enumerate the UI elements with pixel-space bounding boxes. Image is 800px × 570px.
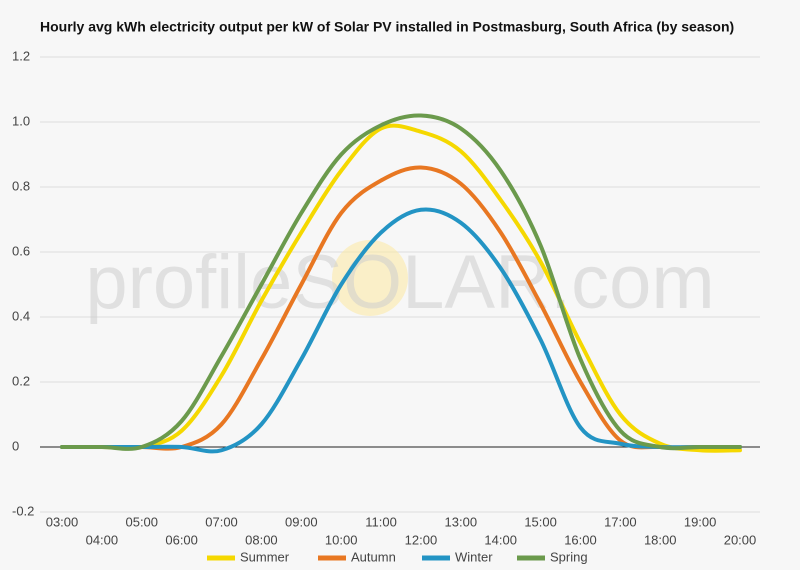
legend-label: Spring bbox=[550, 549, 588, 564]
watermark-sun bbox=[332, 240, 408, 316]
series-line bbox=[60, 113, 742, 451]
x-tick-label: 11:00 bbox=[365, 514, 397, 529]
x-tick-label: 17:00 bbox=[604, 514, 637, 529]
x-tick-label: 05:00 bbox=[125, 514, 158, 529]
y-tick-label: 0.6 bbox=[12, 243, 30, 258]
x-tick-label: 08:00 bbox=[245, 532, 278, 547]
x-tick-label: 19:00 bbox=[684, 514, 717, 529]
x-tick-label: 18:00 bbox=[644, 532, 677, 547]
x-tick-label: 12:00 bbox=[405, 532, 438, 547]
series-line bbox=[60, 123, 742, 453]
chart-title: Hourly avg kWh electricity output per kW… bbox=[40, 19, 734, 35]
x-tick-label: 20:00 bbox=[724, 532, 757, 547]
x-tick-label: 07:00 bbox=[205, 514, 238, 529]
x-tick-label: 09:00 bbox=[285, 514, 318, 529]
y-tick-label: 0.2 bbox=[12, 373, 30, 388]
y-tick-label: -0.2 bbox=[12, 503, 34, 518]
legend-label: Autumn bbox=[351, 549, 396, 564]
x-tick-label: 04:00 bbox=[86, 532, 119, 547]
x-tick-label: 10:00 bbox=[325, 532, 358, 547]
x-tick-label: 03:00 bbox=[46, 514, 79, 529]
legend-label: Summer bbox=[240, 549, 290, 564]
y-tick-label: 0 bbox=[12, 438, 19, 453]
watermark-text: profileSOLAR.com bbox=[85, 240, 714, 325]
x-tick-label: 06:00 bbox=[165, 532, 198, 547]
x-tick-label: 16:00 bbox=[564, 532, 597, 547]
x-tick-label: 15:00 bbox=[524, 514, 557, 529]
y-tick-label: 1.2 bbox=[12, 48, 30, 63]
y-tick-label: 0.4 bbox=[12, 308, 30, 323]
y-tick-label: 0.8 bbox=[12, 178, 30, 193]
series-line bbox=[60, 207, 742, 454]
x-tick-label: 13:00 bbox=[445, 514, 478, 529]
x-tick-label: 14:00 bbox=[484, 532, 517, 547]
watermark: profileSOLAR.com bbox=[85, 240, 715, 325]
y-tick-label: 1.0 bbox=[12, 113, 30, 128]
legend-label: Winter bbox=[455, 549, 493, 564]
